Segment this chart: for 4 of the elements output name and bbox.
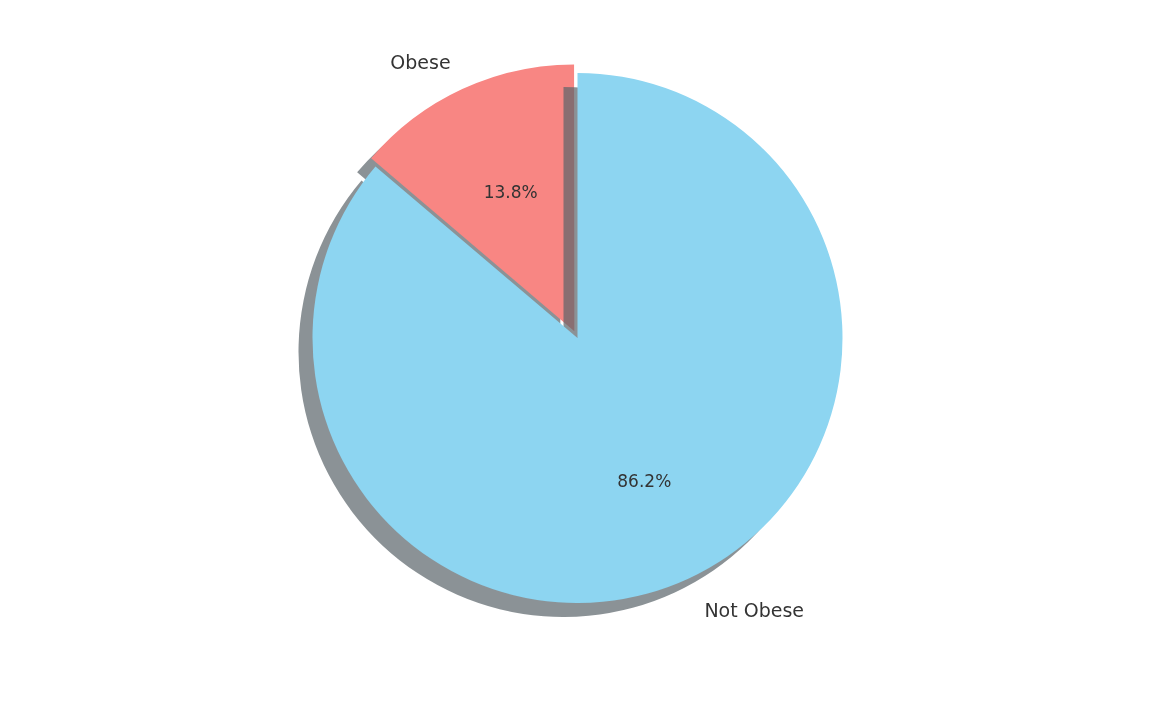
data-label: 13.8%: [483, 182, 538, 203]
slice-label: Not Obese: [704, 599, 805, 622]
data-label: 86.2%: [617, 470, 672, 491]
slice-label: Obese: [390, 50, 451, 73]
